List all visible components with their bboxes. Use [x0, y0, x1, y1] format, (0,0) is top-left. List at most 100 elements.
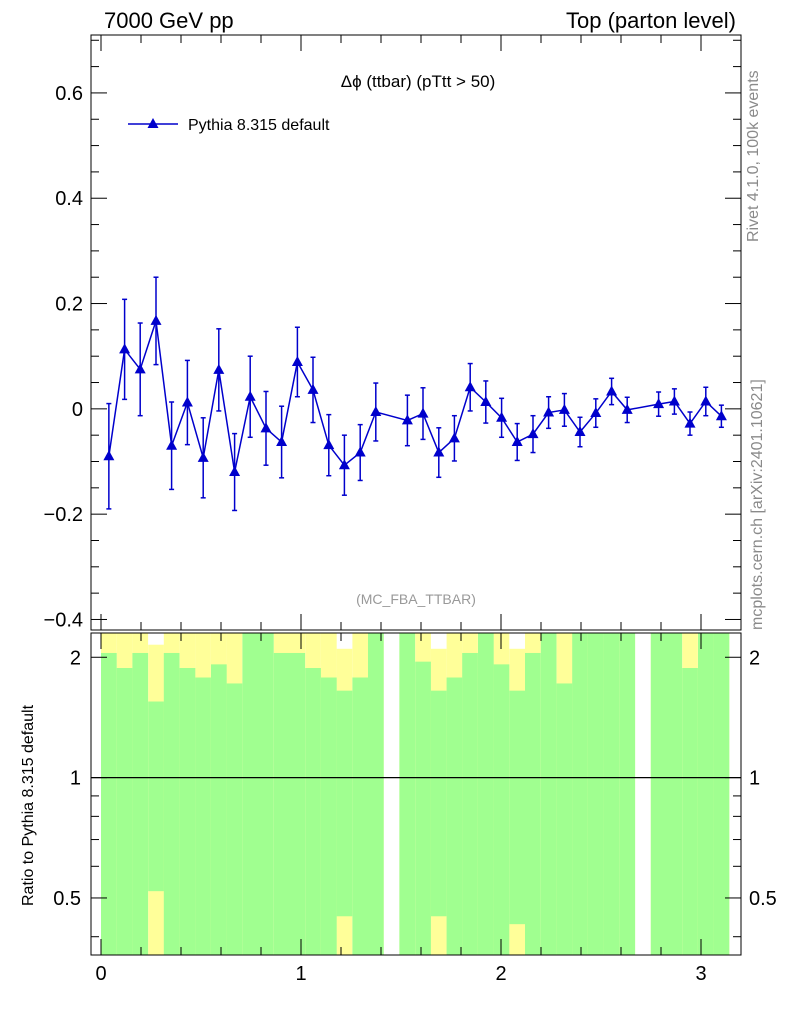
series-layer	[103, 276, 727, 512]
green-band-bin	[556, 683, 573, 955]
data-point	[480, 396, 492, 407]
data-point	[181, 396, 193, 407]
analysis-label: (MC_FBA_TTBAR)	[356, 591, 476, 607]
data-point	[700, 395, 712, 406]
green-band-bin	[446, 677, 463, 955]
data-point	[323, 439, 335, 450]
text-layer: 0 1 2 3 −0.4 −0.2 0 0.2 0.4 0.6 0.5 0.5 1 1 2 2 Δϕ (ttba…	[44, 72, 777, 985]
green-band-bin	[619, 633, 636, 955]
main-y-tick-label: −0.4	[44, 609, 83, 631]
legend-label: Pythia 8.315 default	[188, 117, 330, 134]
green-band-bin	[698, 633, 714, 955]
green-band-bin	[493, 664, 510, 955]
data-point	[621, 403, 633, 414]
data-point	[291, 355, 303, 366]
green-band-bin	[588, 633, 604, 955]
green-band-bin	[179, 668, 196, 955]
data-point	[103, 450, 115, 461]
data-point	[684, 417, 696, 428]
ratio-y-tick-label: 2	[70, 647, 81, 669]
ratio-y-tick-label-right: 2	[749, 647, 760, 669]
green-band-bin	[101, 652, 117, 955]
ratio-y-tick-label-right: 1	[749, 768, 760, 790]
data-point	[653, 398, 665, 409]
data-point	[715, 410, 727, 421]
green-band-bin	[321, 677, 337, 955]
green-band-bin	[462, 652, 478, 955]
green-band-bin	[195, 677, 211, 955]
data-point	[668, 395, 680, 406]
green-band-bin	[163, 652, 180, 955]
legend-marker	[147, 118, 159, 128]
green-band-bin	[399, 633, 416, 955]
x-tick-label: 1	[295, 963, 306, 985]
data-point	[496, 411, 508, 422]
x-tick-label: 3	[695, 963, 706, 985]
data-point	[213, 363, 225, 374]
green-band-bin	[258, 633, 274, 955]
data-point	[590, 407, 602, 418]
green-band-bin	[242, 633, 259, 955]
data-point	[370, 406, 382, 417]
main-y-tick-label: 0.6	[55, 83, 83, 105]
data-point	[433, 446, 445, 457]
green-band-bin	[352, 677, 369, 955]
green-band-bin	[572, 633, 588, 955]
data-point	[448, 432, 460, 443]
green-band-bin	[525, 652, 541, 955]
green-band-bin	[603, 633, 620, 955]
green-band-bin	[211, 664, 227, 955]
data-point	[229, 466, 241, 477]
green-band-bin	[116, 668, 133, 955]
data-point	[511, 436, 523, 447]
green-band-bin	[273, 652, 290, 955]
ratio-y-tick-label: 0.5	[53, 888, 81, 910]
chart-title: Δϕ (ttbar) (pTtt > 50)	[341, 72, 496, 91]
main-y-tick-label: 0.4	[55, 188, 83, 210]
data-point	[558, 403, 570, 414]
data-point	[134, 363, 146, 374]
green-band-bin	[682, 668, 698, 955]
ratio-y-tick-label: 1	[70, 768, 81, 790]
green-band-bin	[368, 633, 384, 955]
data-point	[276, 436, 288, 447]
green-band-bin	[478, 633, 494, 955]
series-line	[108, 320, 722, 473]
data-point	[260, 422, 272, 433]
data-point	[166, 439, 178, 450]
green-band-bin	[336, 690, 353, 917]
green-band-bin	[305, 668, 321, 955]
green-band-bin	[148, 701, 164, 892]
data-point	[464, 381, 476, 392]
data-point	[543, 406, 555, 417]
green-band-bin	[509, 690, 526, 925]
main-y-tick-label: −0.2	[44, 504, 83, 526]
data-point	[606, 385, 618, 396]
data-point	[307, 383, 319, 394]
x-tick-label: 2	[495, 963, 506, 985]
process-label: Top (parton level)	[566, 8, 736, 33]
ratio-bands	[101, 633, 730, 955]
ratio-frame	[90, 632, 742, 956]
energy-label: 7000 GeV pp	[104, 8, 234, 33]
data-point	[150, 314, 162, 325]
green-band-bin	[713, 633, 730, 955]
data-point	[574, 426, 586, 437]
data-point	[197, 451, 209, 462]
data-point	[244, 390, 256, 401]
ratio-y-tick-label-right: 0.5	[749, 888, 777, 910]
green-band-bin	[430, 690, 447, 917]
data-point	[354, 446, 366, 457]
main-plot-frame	[90, 34, 742, 631]
data-point	[417, 407, 429, 418]
data-point	[401, 414, 413, 425]
main-y-tick-label: 0	[72, 399, 83, 421]
green-band-bin	[132, 652, 149, 955]
main-y-tick-label: 0.2	[55, 294, 83, 316]
data-point	[527, 428, 539, 439]
green-band-bin	[650, 633, 667, 955]
green-band-bin	[666, 633, 683, 955]
green-band-bin	[289, 652, 306, 955]
data-point	[119, 343, 131, 354]
